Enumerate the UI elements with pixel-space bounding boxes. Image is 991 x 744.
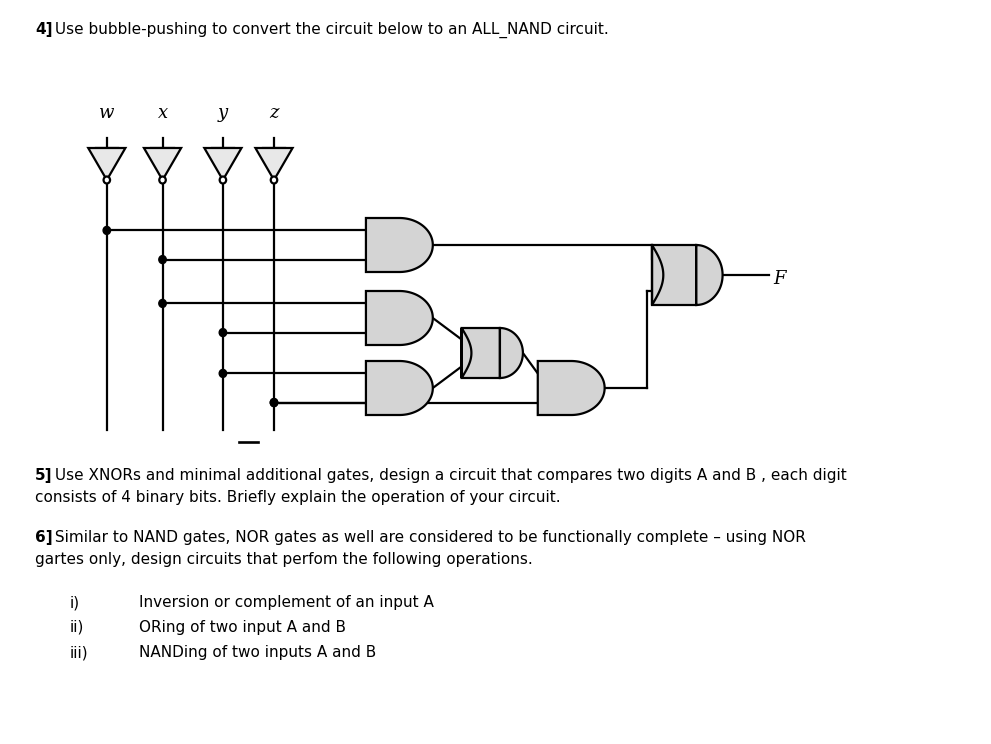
Circle shape <box>271 399 277 406</box>
Polygon shape <box>538 361 605 415</box>
Polygon shape <box>652 245 722 305</box>
Text: Use XNORs and minimal additional gates, design a circuit that compares two digit: Use XNORs and minimal additional gates, … <box>51 468 847 483</box>
Circle shape <box>159 256 166 263</box>
Text: consists of 4 binary bits. Briefly explain the operation of your circuit.: consists of 4 binary bits. Briefly expla… <box>36 490 561 505</box>
Polygon shape <box>256 148 292 180</box>
Circle shape <box>103 226 111 234</box>
Circle shape <box>160 176 165 184</box>
Polygon shape <box>366 218 433 272</box>
Text: Similar to NAND gates, NOR gates as well are considered to be functionally compl: Similar to NAND gates, NOR gates as well… <box>51 530 806 545</box>
Circle shape <box>220 176 226 184</box>
Polygon shape <box>366 291 433 345</box>
Text: 4]: 4] <box>36 22 53 37</box>
Text: ORing of two input A and B: ORing of two input A and B <box>140 620 346 635</box>
Text: NANDing of two inputs A and B: NANDing of two inputs A and B <box>140 645 377 660</box>
Circle shape <box>159 299 166 307</box>
Text: w: w <box>99 104 115 122</box>
Polygon shape <box>462 328 523 378</box>
Circle shape <box>103 176 110 184</box>
Polygon shape <box>366 361 433 415</box>
Circle shape <box>219 329 227 336</box>
Text: gartes only, design circuits that perfom the following operations.: gartes only, design circuits that perfom… <box>36 552 533 567</box>
Text: F: F <box>774 270 786 288</box>
Text: Inversion or complement of an input A: Inversion or complement of an input A <box>140 595 434 610</box>
Text: 6]: 6] <box>36 530 53 545</box>
Circle shape <box>271 399 277 406</box>
Circle shape <box>271 176 277 184</box>
Text: i): i) <box>69 595 80 610</box>
Text: Use bubble-pushing to convert the circuit below to an ALL_NAND circuit.: Use bubble-pushing to convert the circui… <box>51 22 608 38</box>
Text: z: z <box>270 104 278 122</box>
Text: ii): ii) <box>69 620 84 635</box>
Polygon shape <box>88 148 126 180</box>
Text: x: x <box>158 104 167 122</box>
Polygon shape <box>204 148 242 180</box>
Circle shape <box>219 370 227 377</box>
Text: y: y <box>218 104 228 122</box>
Polygon shape <box>144 148 181 180</box>
Text: iii): iii) <box>69 645 88 660</box>
Text: 5]: 5] <box>36 468 53 483</box>
